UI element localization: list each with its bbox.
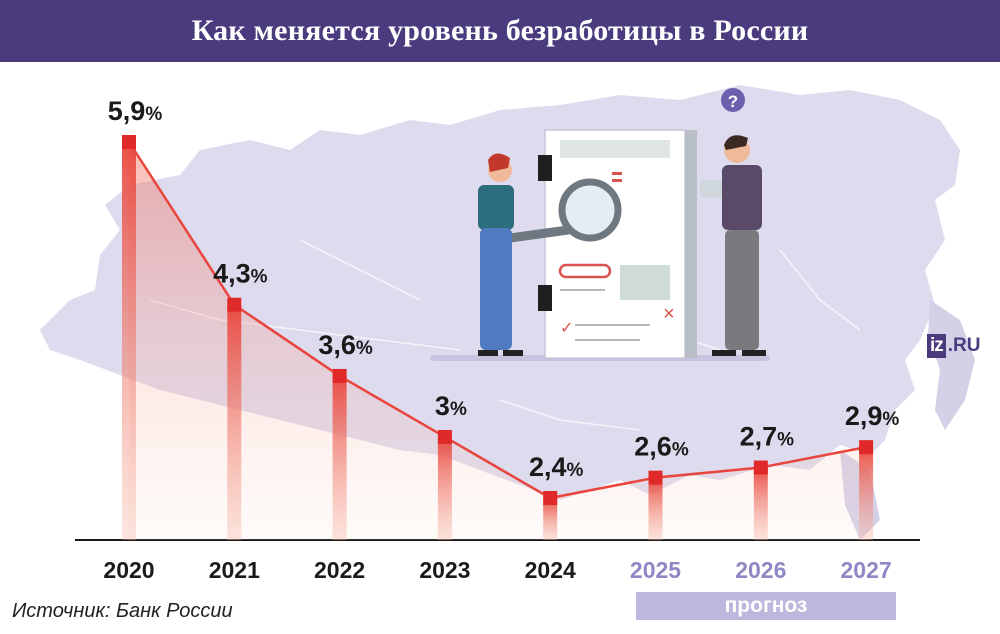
page-title: Как меняется уровень безработицы в Росси… — [191, 14, 809, 47]
data-label-2021: 4,3% — [213, 259, 268, 289]
x-tick-2026: 2026 — [735, 557, 786, 583]
point-marker-2025 — [648, 470, 663, 485]
data-label-2024: 2,4% — [529, 452, 584, 482]
question-icon — [721, 88, 745, 112]
data-label-2027: 2,9% — [845, 401, 900, 431]
forecast-label: прогноз — [724, 594, 808, 617]
data-label-2025: 2,6% — [634, 432, 689, 462]
bar-2021 — [227, 304, 242, 540]
x-tick-2022: 2022 — [314, 557, 365, 583]
bar-2026 — [753, 467, 768, 540]
brand-suffix: .RU — [947, 335, 981, 356]
point-marker-2021 — [227, 297, 242, 312]
x-tick-2023: 2023 — [419, 557, 470, 583]
bar-2025 — [648, 477, 663, 540]
x-tick-2027: 2027 — [841, 557, 892, 583]
x-tick-2025: 2025 — [630, 557, 681, 583]
bar-2023 — [437, 436, 452, 540]
source-note: Источник: Банк России — [12, 600, 233, 622]
forecast-band: прогноз — [636, 592, 896, 620]
brand-logo: iz .RU — [927, 334, 981, 358]
point-marker-2023 — [437, 429, 452, 444]
data-label-2022: 3,6% — [318, 330, 373, 360]
svg-text:?: ? — [728, 92, 738, 111]
x-tick-2020: 2020 — [103, 557, 154, 583]
data-label-2026: 2,7% — [740, 421, 795, 451]
point-marker-2020 — [122, 135, 136, 149]
x-tick-2021: 2021 — [209, 557, 260, 583]
check-mark-icon: ✓ — [560, 320, 573, 337]
chart-area — [129, 142, 867, 540]
bar-2022 — [332, 375, 347, 540]
data-label-2020: 5,9% — [108, 96, 163, 126]
x-tick-2024: 2024 — [525, 557, 576, 583]
point-marker-2022 — [332, 368, 347, 383]
data-label-2023: 3% — [435, 391, 467, 421]
bar-2027 — [859, 447, 874, 540]
cross-mark-icon: × — [663, 303, 675, 325]
illustration-investigation: × ✓ ? — [430, 88, 770, 361]
header-bar: Как меняется уровень безработицы в Росси… — [0, 0, 1000, 62]
bar-2020 — [122, 142, 136, 540]
point-marker-2026 — [753, 460, 768, 475]
magnifier-icon — [558, 178, 622, 242]
point-marker-2027 — [859, 440, 874, 455]
point-marker-2024 — [543, 491, 558, 505]
series-line — [127, 141, 867, 500]
bar-2024 — [543, 498, 558, 540]
brand-box: iz — [927, 334, 946, 358]
